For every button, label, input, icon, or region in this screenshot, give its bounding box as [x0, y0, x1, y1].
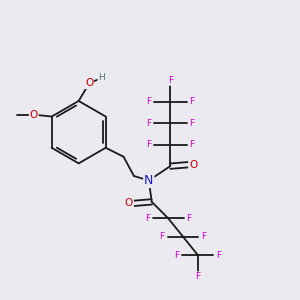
Text: F: F — [175, 250, 180, 260]
Text: F: F — [216, 250, 221, 260]
Text: H: H — [98, 73, 105, 82]
Text: F: F — [160, 232, 165, 241]
Text: O: O — [189, 160, 197, 170]
Text: F: F — [146, 98, 151, 106]
Text: O: O — [85, 78, 93, 88]
Text: F: F — [189, 119, 194, 128]
Text: F: F — [168, 76, 173, 85]
Text: F: F — [146, 140, 151, 149]
Text: F: F — [201, 232, 206, 241]
Text: F: F — [189, 98, 194, 106]
Text: N: N — [144, 174, 154, 187]
Text: F: F — [195, 272, 200, 281]
Text: O: O — [30, 110, 38, 120]
Text: F: F — [145, 214, 150, 223]
Text: O: O — [125, 198, 133, 208]
Text: F: F — [189, 140, 194, 149]
Text: F: F — [146, 119, 151, 128]
Text: F: F — [186, 214, 191, 223]
